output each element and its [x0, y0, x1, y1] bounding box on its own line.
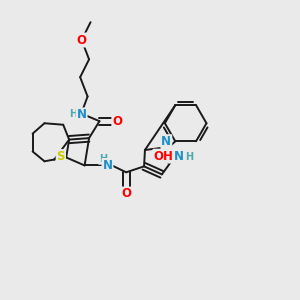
Text: OH: OH	[153, 150, 173, 163]
Text: O: O	[76, 34, 87, 46]
Text: H: H	[99, 154, 107, 164]
Text: H: H	[70, 109, 78, 119]
Text: N: N	[103, 159, 112, 172]
Text: H: H	[185, 152, 193, 162]
Text: O: O	[121, 188, 131, 200]
Text: O: O	[112, 115, 122, 128]
Text: N: N	[174, 150, 184, 163]
Text: S: S	[57, 150, 65, 163]
Text: N: N	[76, 108, 87, 122]
Text: N: N	[161, 135, 171, 148]
